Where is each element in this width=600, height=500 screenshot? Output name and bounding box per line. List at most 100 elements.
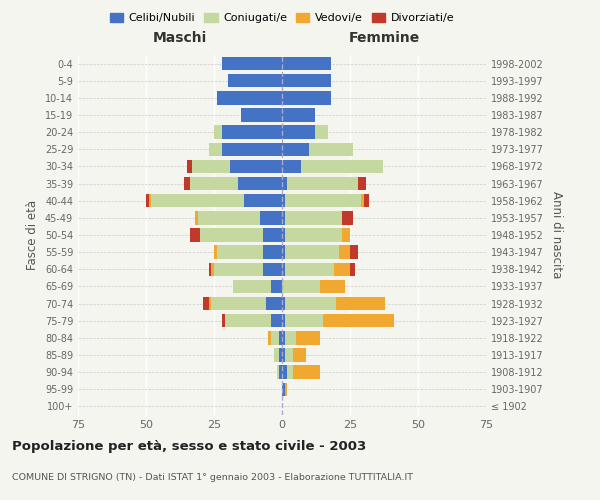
Bar [217,246,263,259]
Bar [282,211,285,224]
Bar [209,142,222,156]
Bar [195,211,197,224]
Bar [282,382,285,396]
Bar [282,314,285,328]
Bar [337,297,385,310]
Bar [184,177,190,190]
Bar [282,126,314,139]
Bar [271,331,279,344]
Bar [222,314,225,328]
Bar [282,297,285,310]
Bar [209,297,211,310]
Bar [282,366,287,379]
Bar [282,142,309,156]
Bar [282,91,331,104]
Bar [225,314,271,328]
Bar [323,314,394,328]
Bar [192,160,230,173]
Bar [222,142,282,156]
Bar [271,280,282,293]
Bar [285,262,334,276]
Bar [361,194,364,207]
Bar [285,314,323,328]
Bar [285,297,337,310]
Y-axis label: Anni di nascita: Anni di nascita [550,192,563,278]
Bar [233,280,271,293]
Bar [263,228,282,241]
Bar [320,280,344,293]
Bar [282,108,314,122]
Bar [211,297,266,310]
Legend: Celibi/Nubili, Coniugati/e, Vedovi/e, Divorziati/e: Celibi/Nubili, Coniugati/e, Vedovi/e, Di… [106,8,458,28]
Bar [287,177,358,190]
Bar [227,74,282,88]
Bar [151,194,244,207]
Bar [282,194,285,207]
Bar [279,348,282,362]
Bar [263,262,282,276]
Bar [266,297,282,310]
Text: COMUNE DI STRIGNO (TN) - Dati ISTAT 1° gennaio 2003 - Elaborazione TUTTITALIA.IT: COMUNE DI STRIGNO (TN) - Dati ISTAT 1° g… [12,473,413,482]
Bar [238,177,282,190]
Bar [358,177,367,190]
Bar [263,246,282,259]
Bar [282,74,331,88]
Bar [339,246,350,259]
Bar [203,297,209,310]
Bar [301,160,383,173]
Bar [282,160,301,173]
Bar [277,366,279,379]
Bar [260,211,282,224]
Bar [190,228,200,241]
Bar [279,366,282,379]
Bar [364,194,369,207]
Bar [241,108,282,122]
Bar [314,126,328,139]
Bar [190,177,238,190]
Bar [350,246,358,259]
Bar [268,331,271,344]
Bar [285,211,342,224]
Bar [200,228,263,241]
Bar [282,262,285,276]
Bar [293,366,320,379]
Bar [282,57,331,70]
Bar [222,57,282,70]
Bar [350,262,355,276]
Bar [230,160,282,173]
Bar [285,228,342,241]
Bar [287,366,293,379]
Bar [282,280,320,293]
Bar [209,262,211,276]
Bar [282,246,285,259]
Bar [334,262,350,276]
Bar [214,262,263,276]
Bar [342,228,350,241]
Bar [244,194,282,207]
Bar [282,228,285,241]
Bar [149,194,151,207]
Bar [282,331,285,344]
Bar [222,126,282,139]
Bar [285,348,293,362]
Bar [271,314,282,328]
Bar [274,348,279,362]
Bar [285,382,287,396]
Text: Femmine: Femmine [349,30,419,44]
Bar [309,142,353,156]
Bar [296,331,320,344]
Y-axis label: Fasce di età: Fasce di età [26,200,39,270]
Bar [214,246,217,259]
Bar [282,177,287,190]
Bar [282,348,285,362]
Bar [342,211,353,224]
Bar [285,331,296,344]
Bar [146,194,149,207]
Text: Maschi: Maschi [153,30,207,44]
Bar [197,211,260,224]
Bar [285,194,361,207]
Bar [211,262,214,276]
Bar [214,126,222,139]
Bar [285,246,339,259]
Bar [187,160,192,173]
